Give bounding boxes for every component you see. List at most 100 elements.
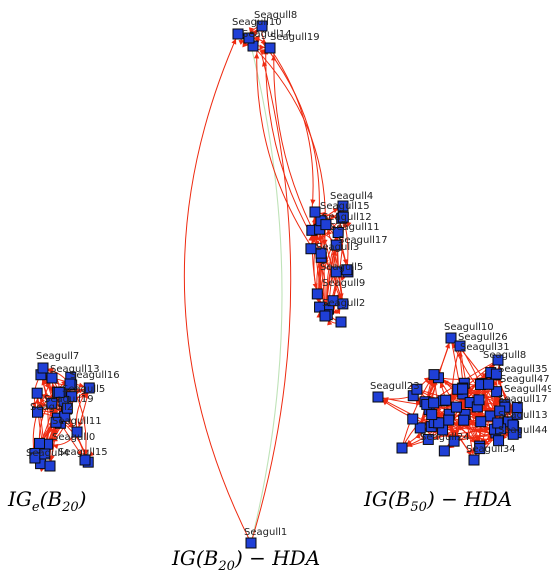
label-b-4: Seagull4 [330,191,373,202]
node-b-top-3 [264,42,276,54]
edge-c-135-arrow [474,435,480,442]
edge-b-top-3-4-arrow [253,35,260,41]
node-c-15 [411,383,423,395]
node-a-27 [46,372,58,384]
node-c-53 [473,394,485,406]
edge-a-46-arrow [83,392,89,399]
node-b-mid-12 [332,227,344,239]
label-c-4: Seagull35 [498,364,548,375]
label-a-9: Seagull4 [26,448,69,459]
label-a-1: Seagull13 [50,364,100,375]
node-a-29 [79,454,91,466]
label-b-12: Seagull2 [322,298,365,309]
node-c-61 [507,419,519,431]
edge-b-arc-left [183,33,252,544]
edge-a-4-arrow [77,421,83,428]
node-c-25 [492,417,504,429]
node-b-top-1 [256,20,268,32]
node-b-mid-23 [335,316,347,328]
label-c-1: Seagull26 [458,332,508,343]
edge-a-35-arrow [78,388,85,394]
node-a-25 [71,426,83,438]
label-c-9: Seagull13 [498,410,548,421]
label-a-4: Seagull19 [44,394,94,405]
node-b-bottom [245,537,257,549]
label-b-13: Seagull1 [244,527,287,538]
node-c-47 [457,383,469,395]
edge-c-93-arrow [406,439,412,446]
label-b-2: Seagull14 [242,29,292,40]
node-b-mid-10 [341,264,353,276]
label-b-11: Seagull9 [322,278,365,289]
node-c-56 [433,417,445,429]
edge-a-3-arrow [78,382,85,388]
node-a-28 [64,378,76,390]
node-c-48 [494,405,506,417]
edge-b-mid-47-arrow [326,229,332,236]
edge-a-51-arrow [76,449,83,456]
node-c-23 [491,386,503,398]
label-a-6: Seagull11 [52,416,102,427]
edge-c-77-arrow [449,430,456,437]
edge-b-mt-0 [273,49,319,241]
edge-c-98-arrow [427,379,433,386]
edge-b-mid-53-arrow [318,234,325,240]
edge-a-59-arrow [42,379,48,386]
label-b-3: Seagull19 [270,32,320,43]
node-c-31 [440,394,452,406]
label-c-8: Seagull17 [498,394,548,405]
node-c-63 [396,442,408,454]
label-a-3: Seagull5 [62,384,105,395]
node-c-12 [458,414,470,426]
edge-b-arc-right [250,55,292,544]
node-b-mid-14 [305,243,317,255]
edge-c-119-arrow [427,391,433,398]
edge-b-top-2-3-arrow [259,50,266,56]
label-c-6: Seagull49 [504,384,551,395]
label-b-9: Seagull3 [316,242,359,253]
label-a-2: Seagull16 [70,370,120,381]
edges-layer [30,25,518,544]
label-a-8: Seagull15 [58,447,108,458]
node-c-58 [372,391,384,403]
node-a-23 [53,386,65,398]
node-c-52 [428,397,440,409]
node-b-mid-6 [330,266,342,278]
node-c-59 [445,332,457,344]
label-b-1: Seagull10 [232,17,282,28]
edge-c-137-arrow [382,399,388,406]
node-a-24 [61,402,73,414]
node-c-64 [492,354,504,366]
node-a-14 [50,416,62,428]
edge-a-12-arrow [83,449,89,456]
node-c-46 [490,368,502,380]
node-c-42 [428,369,440,381]
label-b-6: Seagull12 [322,212,372,223]
node-b-mid-20 [309,206,321,218]
label-c-7: Seagull23 [370,381,420,392]
node-a-12 [31,406,43,418]
label-c-12: Seagull24 [420,432,470,443]
node-c-16 [414,422,426,434]
node-c-43 [475,416,487,428]
node-b-mid-16 [315,247,327,259]
node-b-mid-2 [330,239,342,251]
edge-c-142-arrow [415,400,421,406]
node-c-60 [454,340,466,352]
node-c-13 [448,435,460,447]
label-b-7: Seagull11 [330,222,380,233]
caption-ige-b20: IGe(B20) [8,487,87,515]
label-c-11: Seagull34 [466,444,516,455]
node-a-13 [83,382,95,394]
edge-b-top-1-4-arrow [248,27,254,34]
labels-layer: Seagull7Seagull13Seagull16Seagull5Seagul… [26,10,551,538]
label-b-10: Seagull5 [320,262,363,273]
edge-b-arc-green [250,45,283,544]
node-c-41 [438,445,450,457]
node-b-mid-17 [320,219,332,231]
edge-b-tm-0-arrow [310,199,316,206]
edge-b-arc-right-arrow [262,60,268,67]
edge-b-mid-23-arrow [331,213,337,219]
node-a-30 [44,460,56,472]
